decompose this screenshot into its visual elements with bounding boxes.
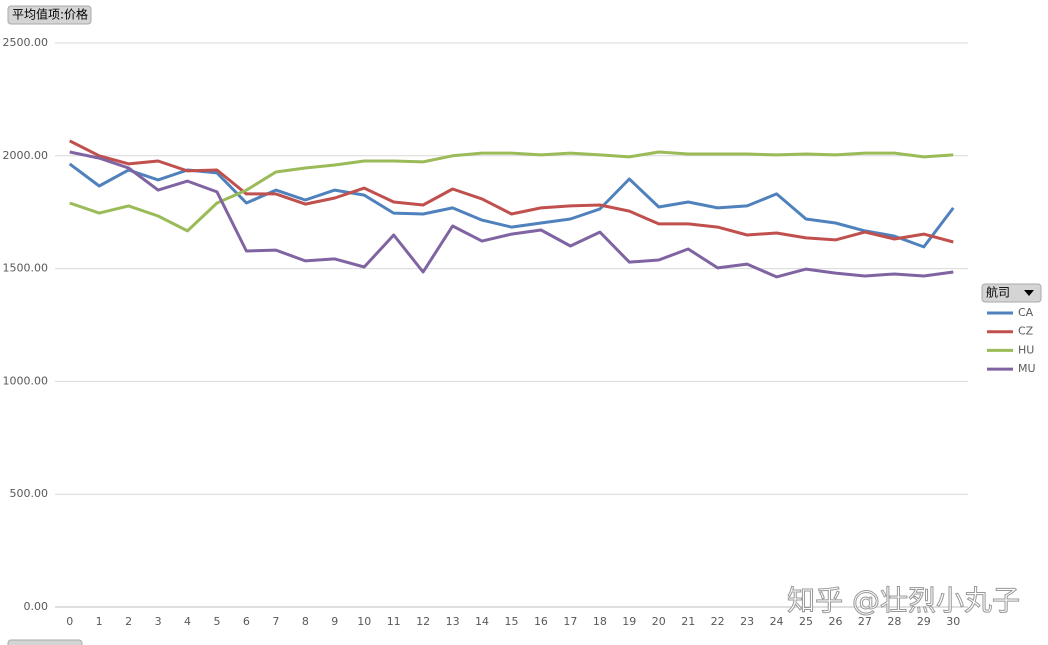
x-tick-label: 9: [331, 615, 338, 628]
y-tick-label: 500.00: [10, 487, 49, 500]
x-tick-label: 28: [887, 615, 901, 628]
legend-label: CZ: [1018, 325, 1034, 338]
x-tick-label: 26: [828, 615, 842, 628]
x-tick-label: 15: [505, 615, 519, 628]
legend-label: MU: [1018, 362, 1036, 375]
y-tick-label: 1500.00: [3, 262, 49, 275]
legend-button[interactable]: [981, 283, 1042, 303]
y-tick-label: 2500.00: [3, 36, 49, 49]
x-tick-label: 8: [302, 615, 309, 628]
x-tick-label: 12: [416, 615, 430, 628]
x-tick-label: 0: [66, 615, 73, 628]
x-tick-label: 25: [799, 615, 813, 628]
series-line: [69, 150, 954, 233]
x-tick-label: 16: [534, 615, 548, 628]
y-tick-label: 0.00: [24, 600, 49, 613]
y-tick-label: 2000.00: [3, 149, 49, 162]
x-tick-label: 3: [155, 615, 162, 628]
x-tick-label: 23: [740, 615, 754, 628]
x-tick-label: 19: [622, 615, 636, 628]
x-tick-label: 1: [96, 615, 103, 628]
x-tick-label: 11: [387, 615, 401, 628]
x-tick-label: 24: [770, 615, 784, 628]
axis-field-button[interactable]: [7, 639, 83, 645]
watermark: 知乎 @壮烈小丸子: [787, 584, 1020, 617]
x-tick-label: 20: [652, 615, 666, 628]
x-tick-label: 13: [446, 615, 460, 628]
y-tick-label: 1000.00: [3, 374, 49, 387]
field-button[interactable]: [7, 5, 92, 25]
series-line: [69, 150, 954, 279]
field-button-label: 平均值项:价格: [12, 7, 88, 22]
x-tick-label: 29: [917, 615, 931, 628]
x-tick-label: 6: [243, 615, 250, 628]
x-tick-label: 5: [213, 615, 220, 628]
x-tick-label: 17: [563, 615, 577, 628]
x-tick-label: 27: [858, 615, 872, 628]
series-line: [69, 139, 954, 244]
x-tick-label: 30: [946, 615, 960, 628]
x-tick-label: 4: [184, 615, 191, 628]
legend-label: HU: [1018, 343, 1034, 356]
x-tick-label: 7: [272, 615, 279, 628]
x-tick-label: 14: [475, 615, 489, 628]
x-tick-label: 10: [357, 615, 371, 628]
legend-title: 航司: [986, 285, 1010, 300]
x-tick-label: 21: [681, 615, 695, 628]
legend-label: CA: [1018, 306, 1034, 319]
dropdown-arrow[interactable]: [1024, 290, 1034, 296]
series-line: [68, 162, 955, 249]
x-tick-label: 2: [125, 615, 132, 628]
x-tick-label: 18: [593, 615, 607, 628]
x-tick-label: 22: [711, 615, 725, 628]
